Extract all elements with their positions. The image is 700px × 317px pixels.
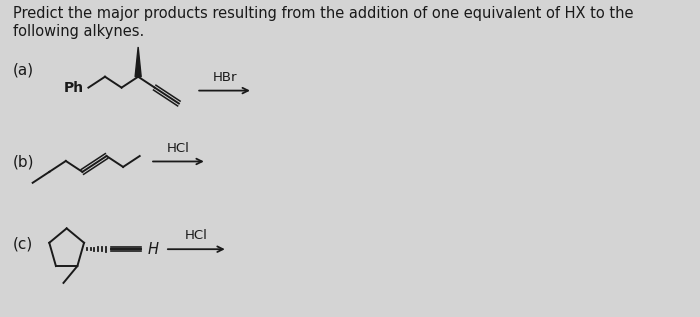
Text: (c): (c) <box>13 237 33 252</box>
Text: HCl: HCl <box>185 229 208 242</box>
Text: Ph: Ph <box>64 81 84 95</box>
Text: (b): (b) <box>13 154 34 170</box>
Text: following alkynes.: following alkynes. <box>13 24 144 39</box>
Text: (a): (a) <box>13 62 34 77</box>
Text: HCl: HCl <box>167 141 190 154</box>
Polygon shape <box>135 47 141 77</box>
Text: HBr: HBr <box>212 71 237 84</box>
Text: H: H <box>148 242 159 257</box>
Text: Predict the major products resulting from the addition of one equivalent of HX t: Predict the major products resulting fro… <box>13 6 634 21</box>
